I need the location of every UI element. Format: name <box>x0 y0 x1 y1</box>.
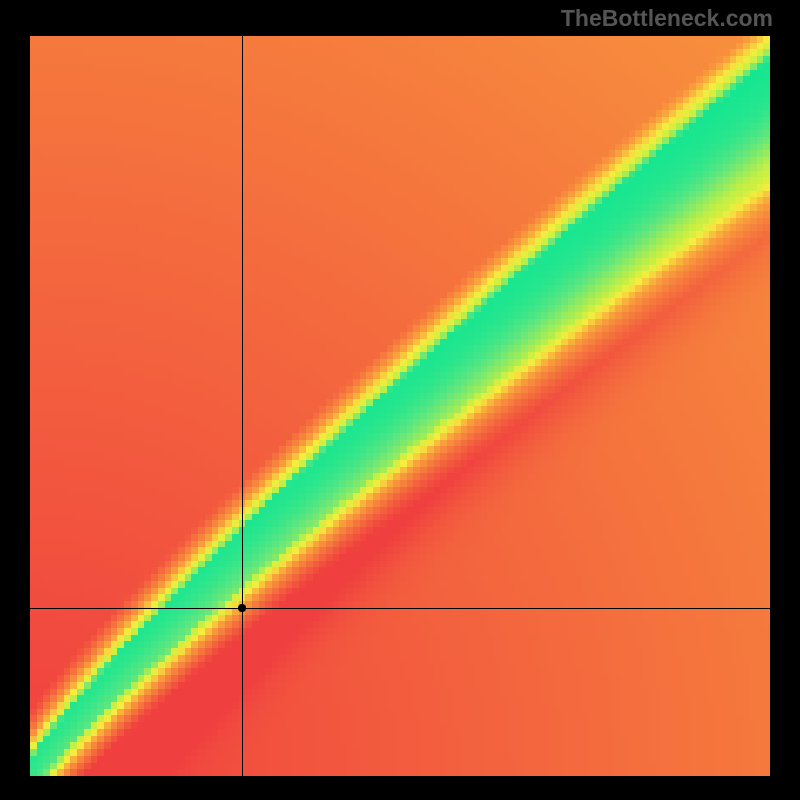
figure-root: TheBottleneck.com <box>0 0 800 800</box>
bottleneck-heatmap <box>0 0 800 800</box>
watermark-text: TheBottleneck.com <box>561 5 773 32</box>
